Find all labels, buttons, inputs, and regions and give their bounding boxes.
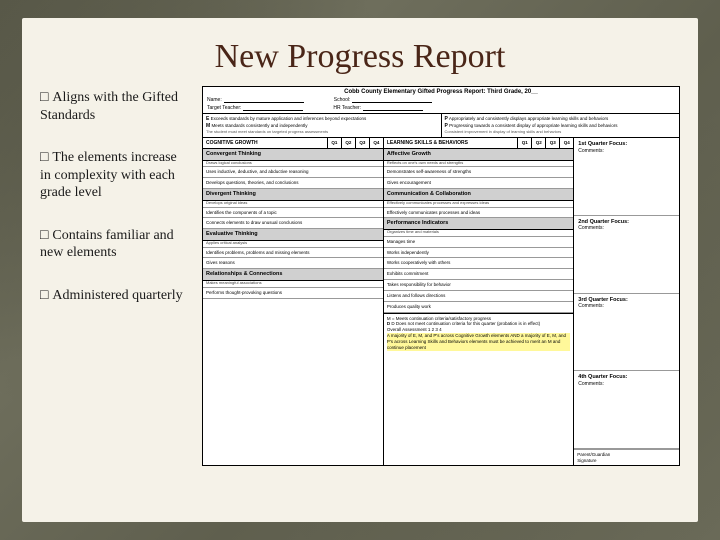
item-row: Identifies problems, problems and missin… <box>203 248 383 259</box>
legend-row: E Exceeds standards by mature applicatio… <box>203 113 679 137</box>
item-row: Produces quality work <box>384 302 573 313</box>
item-row: Exhibits commitment <box>384 269 573 280</box>
slide-title: New Progress Report <box>40 38 680 76</box>
field-label-school: School: <box>334 97 351 103</box>
item-row: Uses inductive, deductive, and abductive… <box>203 167 383 178</box>
item-row: Demonstrates self-awareness of strengths <box>384 167 573 178</box>
field-label-name: Name: <box>207 97 222 103</box>
q-header: Q1 <box>517 138 531 148</box>
section-header: Affective Growth <box>384 149 573 161</box>
q-header: Q2 <box>341 138 355 148</box>
item-row: Works cooperatively with others <box>384 258 573 269</box>
item-row: Works independently <box>384 248 573 259</box>
form-header: Cobb County Elementary Gifted Progress R… <box>203 87 679 97</box>
section-header: Convergent Thinking <box>203 149 383 161</box>
section-header: Divergent Thinking <box>203 189 383 201</box>
q-header: Q3 <box>355 138 369 148</box>
learning-column: LEARNING SKILLS & BEHAVIORS Q1 Q2 Q3 Q4 … <box>384 138 574 465</box>
bullet-text: Contains familiar and new elements <box>40 228 174 261</box>
legend-cell: P Appropriately and consistently display… <box>442 114 680 137</box>
item-row: Listens and follows directions <box>384 291 573 302</box>
bullet-item: □ Administered quarterly <box>40 286 190 305</box>
quarter-focus: 1st Quarter Focus:Comments: <box>574 138 679 216</box>
bullet-text: Aligns with the Gifted Standards <box>40 90 178 123</box>
main-row: □ Aligns with the Gifted Standards □ The… <box>40 86 680 466</box>
form-fields-row1: Name: School: <box>203 97 679 105</box>
quarter-focus-column: 1st Quarter Focus:Comments: 2nd Quarter … <box>574 138 679 465</box>
item-row: Connects elements to draw unusual conclu… <box>203 218 383 229</box>
section-desc: Develops original ideas <box>203 201 383 208</box>
bottom-note: M = Meets continuation criteria/satisfac… <box>384 313 573 353</box>
progress-report-form: Cobb County Elementary Gifted Progress R… <box>202 86 680 466</box>
bullet-list: □ Aligns with the Gifted Standards □ The… <box>40 86 190 466</box>
section-desc: Reflects on one's own needs and strength… <box>384 161 573 168</box>
field-label-target: Target Teacher: <box>207 105 241 111</box>
cognitive-column: COGNITIVE GROWTH Q1 Q2 Q3 Q4 Convergent … <box>203 138 384 465</box>
legend-cell: E Exceeds standards by mature applicatio… <box>203 114 442 137</box>
bullet-item: □ The elements increase in complexity wi… <box>40 148 190 202</box>
item-row: Identifies the components of a topic <box>203 208 383 219</box>
section-desc: Effectively communicates processes and e… <box>384 201 573 208</box>
q-header: Q1 <box>327 138 341 148</box>
quarter-focus: 3rd Quarter Focus:Comments: <box>574 294 679 372</box>
item-row: Takes responsibility for behavior <box>384 280 573 291</box>
q-header: Q2 <box>531 138 545 148</box>
q-header: Q3 <box>545 138 559 148</box>
form-fields-row2: Target Teacher: HR Teacher: <box>203 105 679 113</box>
quarter-focus: 4th Quarter Focus:Comments: <box>574 371 679 449</box>
field-label-hr: HR Teacher: <box>333 105 361 111</box>
q-header: Q4 <box>559 138 573 148</box>
section-desc: Applies critical analysis <box>203 241 383 248</box>
cognitive-title: COGNITIVE GROWTH <box>203 138 327 148</box>
q-header: Q4 <box>369 138 383 148</box>
learning-title: LEARNING SKILLS & BEHAVIORS <box>384 138 517 148</box>
item-row: Manages time <box>384 237 573 248</box>
bullet-item: □ Aligns with the Gifted Standards <box>40 88 190 124</box>
section-header: Communication & Collaboration <box>384 189 573 201</box>
bullet-text: The elements increase in complexity with… <box>40 150 177 200</box>
item-row: Gives reasons <box>203 258 383 269</box>
section-desc: Organizes time and materials <box>384 230 573 237</box>
signature-area: Parent/GuardianSignature <box>574 449 679 465</box>
section-desc: Draws logical conclusions <box>203 161 383 168</box>
table-area: COGNITIVE GROWTH Q1 Q2 Q3 Q4 Convergent … <box>203 137 679 465</box>
item-row: Gives encouragement <box>384 178 573 189</box>
section-desc: Makes meaningful associations <box>203 281 383 288</box>
item-row: Effectively communicates processes and i… <box>384 208 573 219</box>
item-row: Performs thought-provoking questions <box>203 288 383 299</box>
quarter-focus: 2nd Quarter Focus:Comments: <box>574 216 679 294</box>
bullet-text: Administered quarterly <box>52 288 182 303</box>
bullet-item: □ Contains familiar and new elements <box>40 226 190 262</box>
content-frame: New Progress Report □ Aligns with the Gi… <box>22 18 698 522</box>
item-row: Develops questions, theories, and conclu… <box>203 178 383 189</box>
